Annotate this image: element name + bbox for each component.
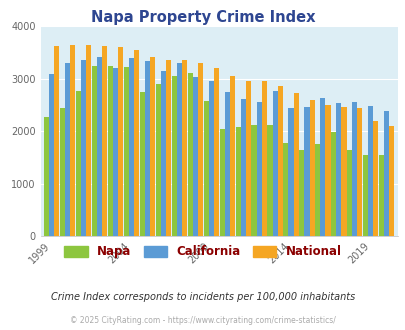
- Bar: [251, 125, 256, 236]
- Bar: [320, 98, 325, 236]
- Bar: [124, 67, 129, 236]
- Text: © 2025 CityRating.com - https://www.cityrating.com/crime-statistics/: © 2025 CityRating.com - https://www.city…: [70, 316, 335, 325]
- Bar: [86, 45, 91, 236]
- Bar: [346, 149, 352, 236]
- Bar: [330, 132, 335, 236]
- Bar: [298, 150, 304, 236]
- Bar: [129, 58, 134, 236]
- Legend: Napa, California, National: Napa, California, National: [60, 241, 345, 263]
- Bar: [187, 73, 192, 236]
- Bar: [315, 144, 320, 236]
- Bar: [325, 105, 330, 236]
- Bar: [283, 143, 288, 236]
- Bar: [373, 121, 377, 236]
- Bar: [293, 93, 298, 236]
- Bar: [70, 45, 75, 236]
- Bar: [113, 68, 118, 236]
- Bar: [267, 125, 272, 236]
- Bar: [81, 60, 86, 236]
- Bar: [139, 92, 145, 236]
- Bar: [240, 99, 245, 236]
- Bar: [102, 46, 107, 236]
- Bar: [362, 155, 367, 236]
- Bar: [54, 46, 59, 236]
- Bar: [335, 103, 341, 236]
- Bar: [166, 60, 171, 236]
- Bar: [145, 61, 150, 236]
- Bar: [219, 129, 224, 236]
- Bar: [171, 76, 177, 236]
- Bar: [177, 63, 181, 236]
- Bar: [134, 50, 139, 236]
- Bar: [261, 82, 266, 236]
- Bar: [65, 63, 70, 236]
- Bar: [213, 68, 218, 236]
- Bar: [288, 108, 293, 236]
- Bar: [108, 66, 113, 236]
- Bar: [383, 111, 388, 236]
- Bar: [277, 85, 282, 236]
- Bar: [203, 101, 208, 236]
- Bar: [208, 81, 213, 236]
- Text: Napa Property Crime Index: Napa Property Crime Index: [91, 10, 314, 25]
- Bar: [229, 76, 234, 236]
- Bar: [197, 63, 202, 236]
- Bar: [309, 100, 314, 236]
- Text: Crime Index corresponds to incidents per 100,000 inhabitants: Crime Index corresponds to incidents per…: [51, 292, 354, 302]
- Bar: [49, 74, 54, 236]
- Bar: [192, 77, 197, 236]
- Bar: [256, 102, 261, 236]
- Bar: [44, 116, 49, 236]
- Bar: [181, 60, 187, 236]
- Bar: [60, 108, 65, 236]
- Bar: [156, 84, 160, 236]
- Bar: [97, 57, 102, 236]
- Bar: [245, 81, 250, 236]
- Bar: [341, 107, 346, 236]
- Bar: [150, 57, 155, 236]
- Bar: [304, 107, 309, 236]
- Bar: [160, 71, 166, 236]
- Bar: [272, 91, 277, 236]
- Bar: [367, 106, 373, 236]
- Bar: [235, 127, 240, 236]
- Bar: [388, 126, 393, 236]
- Bar: [76, 91, 81, 236]
- Bar: [356, 108, 362, 236]
- Bar: [224, 92, 229, 236]
- Bar: [118, 47, 123, 236]
- Bar: [92, 66, 97, 236]
- Bar: [352, 102, 356, 236]
- Bar: [378, 155, 383, 236]
